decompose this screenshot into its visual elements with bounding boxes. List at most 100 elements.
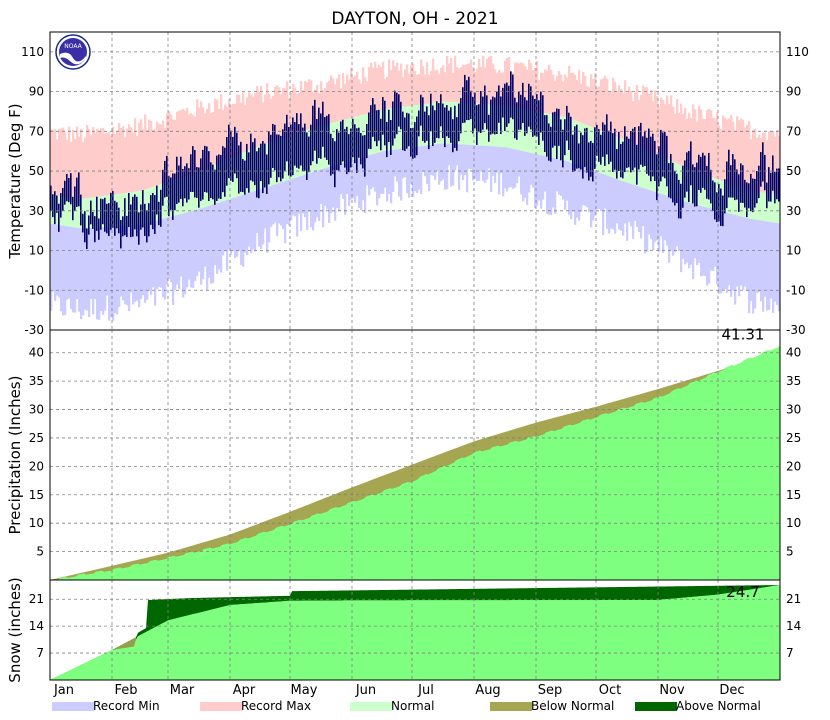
- normal-range-bar: [120, 193, 123, 227]
- record-max-bar: [562, 81, 565, 117]
- record-min-bar: [334, 165, 337, 221]
- record-min-bar: [336, 164, 339, 208]
- record-max-bar: [138, 122, 141, 192]
- observed-temp-bar: [270, 134, 272, 178]
- record-min-bar: [206, 206, 209, 290]
- record-min-bar: [302, 175, 305, 214]
- record-max-bar: [258, 91, 261, 147]
- record-max-bar: [78, 136, 81, 199]
- normal-range-bar: [644, 149, 647, 189]
- observed-temp-bar: [758, 165, 760, 199]
- record-max-bar: [182, 109, 185, 177]
- record-max-bar: [376, 67, 379, 112]
- observed-temp-bar: [356, 128, 358, 173]
- record-max-bar: [770, 131, 773, 194]
- precipitation-tick-right: 10: [786, 516, 801, 530]
- record-max-bar: [154, 129, 157, 187]
- record-min-bar: [286, 180, 289, 224]
- record-max-bar: [214, 98, 217, 165]
- month-label: Sep: [538, 683, 563, 698]
- precipitation-panel: 5 5 10 10 15 15 20 20 25 25 30 30 35 35 40 40 Precipitat…: [6, 325, 801, 582]
- record-min-bar: [668, 196, 671, 263]
- record-min-bar: [78, 228, 81, 312]
- record-min-bar: [448, 143, 451, 166]
- record-max-bar: [126, 128, 129, 193]
- record-max-bar: [588, 87, 591, 127]
- observed-temp-bar: [364, 135, 366, 177]
- record-max-bar: [136, 135, 139, 192]
- record-min-bar: [406, 148, 409, 194]
- record-max-bar: [600, 79, 603, 131]
- record-min-bar: [608, 176, 611, 234]
- record-max-bar: [306, 82, 309, 131]
- observed-temp-bar: [536, 94, 538, 137]
- record-max-bar: [148, 119, 151, 189]
- record-max-bar: [56, 139, 59, 196]
- record-max-bar: [362, 67, 365, 115]
- observed-temp-bar: [654, 140, 656, 182]
- observed-temp-bar: [474, 92, 476, 129]
- record-max-bar: [122, 126, 125, 194]
- record-max-bar: [272, 95, 275, 142]
- record-min-bar: [120, 226, 123, 297]
- record-min-bar: [178, 214, 181, 290]
- observed-temp-bar: [762, 142, 764, 182]
- snow-tick-right: 7: [786, 646, 794, 660]
- record-min-bar: [96, 227, 99, 320]
- precipitation-tick-right: 15: [786, 488, 801, 502]
- record-min-bar: [296, 177, 299, 237]
- record-min-bar: [64, 225, 67, 315]
- record-min-bar: [316, 170, 319, 218]
- record-max-bar: [602, 78, 605, 132]
- record-min-bar: [690, 203, 693, 265]
- observed-temp-bar: [590, 140, 592, 177]
- record-max-bar: [446, 55, 449, 102]
- record-min-bar: [730, 213, 733, 297]
- observed-temp-bar: [104, 197, 106, 232]
- normal-range-bar: [468, 103, 471, 145]
- precipitation-tick-right: 25: [786, 431, 801, 445]
- observed-temp-bar: [334, 141, 336, 188]
- record-max-bar: [774, 136, 777, 195]
- record-max-bar: [476, 68, 479, 104]
- record-max-bar: [504, 60, 507, 106]
- record-min-bar: [692, 203, 695, 280]
- normal-range-bar: [74, 197, 77, 228]
- normal-range-bar: [510, 106, 513, 149]
- observed-temp-bar: [102, 199, 104, 225]
- record-max-bar: [680, 103, 683, 166]
- record-max-bar: [752, 129, 755, 192]
- record-min-bar: [346, 161, 349, 194]
- observed-temp-bar: [86, 228, 88, 250]
- record-min-bar: [436, 144, 439, 172]
- observed-temp-bar: [748, 183, 750, 209]
- record-min-bar: [636, 185, 639, 227]
- observed-temp-bar: [66, 173, 68, 202]
- record-max-bar: [202, 107, 205, 170]
- record-max-bar: [494, 69, 497, 105]
- record-max-bar: [444, 72, 447, 102]
- record-max-bar: [726, 119, 729, 183]
- record-min-bar: [134, 225, 137, 302]
- observed-temp-bar: [618, 131, 620, 171]
- observed-temp-bar: [564, 119, 566, 156]
- observed-temp-bar: [586, 127, 588, 173]
- record-max-bar: [656, 95, 659, 155]
- record-max-bar: [198, 107, 201, 172]
- record-max-bar: [74, 139, 77, 198]
- record-max-bar: [706, 109, 709, 176]
- legend-item: Record Min: [52, 699, 160, 713]
- observed-temp-bar: [76, 177, 78, 207]
- record-min-bar: [494, 146, 497, 183]
- record-max-bar: [452, 72, 455, 103]
- record-min-bar: [118, 226, 121, 307]
- observed-temp-bar: [630, 131, 632, 173]
- record-min-bar: [594, 171, 597, 216]
- observed-temp-bar: [350, 128, 352, 168]
- record-max-bar: [652, 101, 655, 153]
- observed-temp-bar: [292, 117, 294, 176]
- observed-temp-bar: [448, 110, 450, 139]
- record-max-bar: [538, 79, 541, 112]
- record-max-bar: [402, 77, 405, 107]
- normal-range-bar: [86, 198, 89, 229]
